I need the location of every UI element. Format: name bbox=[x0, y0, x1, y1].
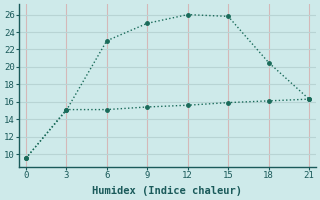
X-axis label: Humidex (Indice chaleur): Humidex (Indice chaleur) bbox=[92, 186, 243, 196]
